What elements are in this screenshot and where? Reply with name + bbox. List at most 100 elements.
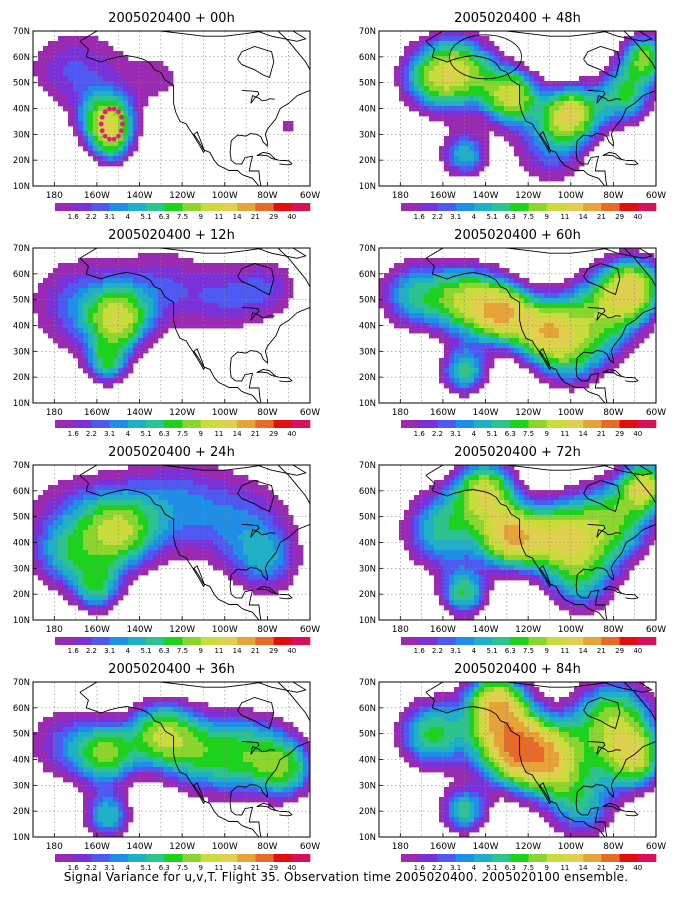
lon-tick-label: 60W <box>300 408 320 418</box>
colorbar-swatch <box>419 420 438 428</box>
lon-tick-label: 120W <box>169 625 195 635</box>
colorbar-swatch <box>401 420 420 428</box>
colorbar-label: 9 <box>544 430 548 438</box>
colorbar-label: 21 <box>597 864 606 872</box>
colorbar-label: 4 <box>472 864 477 872</box>
colorbar-swatch <box>91 420 110 428</box>
colorbar-swatch <box>401 637 420 645</box>
colorbar-swatch <box>146 637 165 645</box>
lat-tick-label: 10N <box>13 833 30 843</box>
lat-lon-grid <box>33 31 310 186</box>
colorbar-label: 29 <box>269 647 278 655</box>
colorbar: 1.6 2.2 3.1 4 5.1 6.3 7.5 9 11 14 21 29 40 <box>55 203 311 221</box>
colorbar-swatch <box>218 420 238 428</box>
map-panel: 2005020400 + 24h 70N 60N 50N 40N 30N 20N 10N 180… <box>13 445 320 655</box>
colorbar-label: 11 <box>560 647 569 655</box>
colorbar-label: 40 <box>287 647 296 655</box>
colorbar-label: 7.5 <box>523 647 534 655</box>
colorbar-swatch <box>237 637 256 645</box>
lon-tick-label: 180 <box>392 408 409 418</box>
colorbar-label: 6.3 <box>505 864 516 872</box>
lat-tick-label: 20N <box>13 807 30 817</box>
colorbar-label: 1.6 <box>414 213 426 221</box>
colorbar-swatch <box>637 203 657 211</box>
lat-tick-label: 70N <box>359 678 376 688</box>
colorbar-swatch <box>255 420 274 428</box>
lat-tick-label: 60N <box>13 53 30 63</box>
lat-tick-label: 50N <box>13 730 30 740</box>
lat-tick-label: 10N <box>359 399 376 409</box>
map-panel: 2005020400 + 00h 70N 60N 50N 40N 30N 20N 10N 180… <box>13 11 320 221</box>
lon-tick-label: 140W <box>472 842 498 852</box>
colorbar-swatch <box>419 203 438 211</box>
colorbar-swatch <box>200 203 220 211</box>
panel-title: 2005020400 + 12h <box>108 228 235 243</box>
colorbar-label: 21 <box>251 430 260 438</box>
figure-caption: Signal Variance for u,v,T. Flight 35. Ob… <box>63 870 629 884</box>
colorbar-swatch <box>55 420 74 428</box>
lon-tick-label: 60W <box>300 191 320 201</box>
colorbar-label: 3.1 <box>450 864 461 872</box>
panel-title: 2005020400 + 72h <box>454 445 581 460</box>
colorbar-label: 4 <box>472 430 477 438</box>
lat-tick-label: 20N <box>359 373 376 383</box>
colorbar: 1.6 2.2 3.1 4 5.1 6.3 7.5 9 11 14 21 29 40 <box>401 203 657 221</box>
colorbar-swatch <box>401 854 420 862</box>
colorbar: 1.6 2.2 3.1 4 5.1 6.3 7.5 9 11 14 21 29 40 <box>401 854 657 872</box>
map-panel: 2005020400 + 84h 70N 60N 50N 40N 30N 20N 10N 180… <box>359 662 666 872</box>
colorbar-label: 5.1 <box>487 213 498 221</box>
colorbar-swatch <box>73 854 92 862</box>
lon-tick-label: 100W <box>558 191 584 201</box>
colorbar-swatch <box>455 203 475 211</box>
variance-field <box>33 465 304 616</box>
colorbar-swatch <box>55 854 74 862</box>
colorbar-swatch <box>237 420 256 428</box>
colorbar-swatch <box>255 203 274 211</box>
colorbar-swatch <box>291 637 311 645</box>
lon-tick-label: 160W <box>430 408 456 418</box>
colorbar-label: 1.6 <box>414 430 426 438</box>
colorbar: 1.6 2.2 3.1 4 5.1 6.3 7.5 9 11 14 21 29 40 <box>55 637 311 655</box>
lat-tick-label: 50N <box>13 513 30 523</box>
colorbar-label: 3.1 <box>104 213 115 221</box>
flight-track-markers <box>98 106 125 142</box>
lon-tick-label: 160W <box>84 408 110 418</box>
lat-tick-label: 60N <box>13 704 30 714</box>
colorbar-swatch <box>182 420 202 428</box>
lat-tick-label: 40N <box>13 322 30 332</box>
colorbar-label: 3.1 <box>104 864 115 872</box>
colorbar-label: 21 <box>597 430 606 438</box>
lon-tick-label: 180 <box>392 191 409 201</box>
colorbar-label: 14 <box>579 430 588 438</box>
colorbar-label: 29 <box>269 864 278 872</box>
colorbar-swatch <box>237 203 256 211</box>
lat-tick-label: 60N <box>359 487 376 497</box>
coastlines <box>425 31 656 186</box>
colorbar-label: 3.1 <box>104 430 115 438</box>
colorbar-label: 7.5 <box>523 864 534 872</box>
colorbar-swatch <box>437 420 456 428</box>
lon-tick-label: 160W <box>430 842 456 852</box>
colorbar-label: 14 <box>233 430 242 438</box>
colorbar-swatch <box>164 637 183 645</box>
colorbar-label: 6.3 <box>159 430 170 438</box>
colorbar-swatch <box>91 637 110 645</box>
lon-tick-label: 80W <box>603 191 623 201</box>
lat-tick-label: 10N <box>13 182 30 192</box>
lon-tick-label: 120W <box>169 191 195 201</box>
lat-tick-label: 30N <box>359 347 376 357</box>
colorbar-swatch <box>528 854 548 862</box>
colorbar-swatch <box>164 420 183 428</box>
variance-field <box>379 248 656 399</box>
lon-tick-label: 60W <box>646 191 666 201</box>
colorbar-swatch <box>619 637 639 645</box>
colorbar-swatch <box>455 637 475 645</box>
lat-lon-grid <box>379 465 656 620</box>
colorbar-swatch <box>200 854 220 862</box>
colorbar-label: 4 <box>126 213 131 221</box>
colorbar-swatch <box>510 203 529 211</box>
colorbar-swatch <box>109 637 129 645</box>
colorbar-swatch <box>601 420 620 428</box>
lat-tick-label: 10N <box>13 616 30 626</box>
colorbar-swatch <box>419 854 438 862</box>
